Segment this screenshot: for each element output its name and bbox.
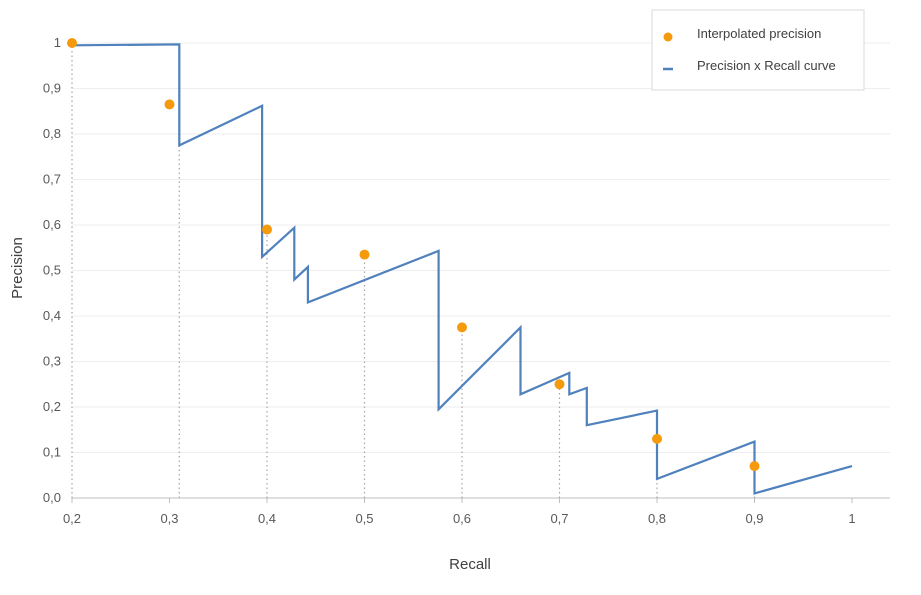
x-axis-title: Recall bbox=[449, 556, 491, 573]
interpolated-precision-point bbox=[652, 433, 662, 444]
x-tick-label: 0,9 bbox=[745, 511, 763, 526]
y-axis-title: Precision bbox=[9, 237, 26, 299]
y-tick-label: 0,8 bbox=[43, 126, 61, 141]
interpolated-precision-point bbox=[457, 322, 467, 333]
pr-curve-series bbox=[71, 43, 853, 495]
x-tick-label: 0,4 bbox=[258, 511, 276, 526]
interpolated-points-series bbox=[67, 38, 760, 472]
x-tick-label: 0,7 bbox=[550, 511, 568, 526]
y-tick-label: 0,9 bbox=[43, 81, 61, 96]
y-tick-label: 0,1 bbox=[43, 445, 61, 460]
y-tick-label: 0,0 bbox=[43, 490, 61, 505]
y-tick-label: 1 bbox=[54, 35, 61, 50]
precision-recall-curve-line bbox=[71, 43, 853, 495]
x-tick-label: 0,8 bbox=[648, 511, 666, 526]
y-tick-label: 0,5 bbox=[43, 263, 61, 278]
y-tick-label: 0,4 bbox=[43, 308, 61, 323]
y-tick-label: 0,3 bbox=[43, 354, 61, 369]
x-tick-label: 1 bbox=[848, 511, 855, 526]
interpolated-precision-point bbox=[554, 379, 565, 390]
y-tick-label: 0,6 bbox=[43, 217, 61, 232]
legend-label-curve: Precision x Recall curve bbox=[697, 58, 836, 73]
y-tick-label: 0,2 bbox=[43, 399, 61, 414]
legend: Interpolated precision Precision x Recal… bbox=[651, 9, 865, 91]
x-tick-label: 0,3 bbox=[160, 511, 178, 526]
legend-marker-interpolated bbox=[663, 32, 673, 42]
x-tick-label: 0,5 bbox=[355, 511, 373, 526]
x-tick-label: 0,2 bbox=[63, 511, 81, 526]
legend-label-interpolated: Interpolated precision bbox=[697, 26, 821, 41]
legend-box bbox=[651, 9, 865, 91]
interpolated-precision-point bbox=[359, 249, 370, 260]
interpolated-precision-point bbox=[262, 224, 272, 235]
y-tick-labels: 0,0 0,1 0,2 0,3 0,4 0,5 0,6 0,7 0,8 0,9 1 bbox=[43, 35, 61, 505]
x-tick-label: 0,6 bbox=[453, 511, 471, 526]
interpolated-precision-point bbox=[164, 99, 175, 110]
grid-lines bbox=[72, 42, 890, 499]
x-tick-labels: 0,2 0,3 0,4 0,5 0,6 0,7 0,8 0,9 1 bbox=[63, 498, 856, 526]
interpolated-precision-point bbox=[67, 38, 77, 48]
y-tick-label: 0,7 bbox=[43, 172, 61, 187]
interpolated-precision-point bbox=[749, 461, 760, 472]
